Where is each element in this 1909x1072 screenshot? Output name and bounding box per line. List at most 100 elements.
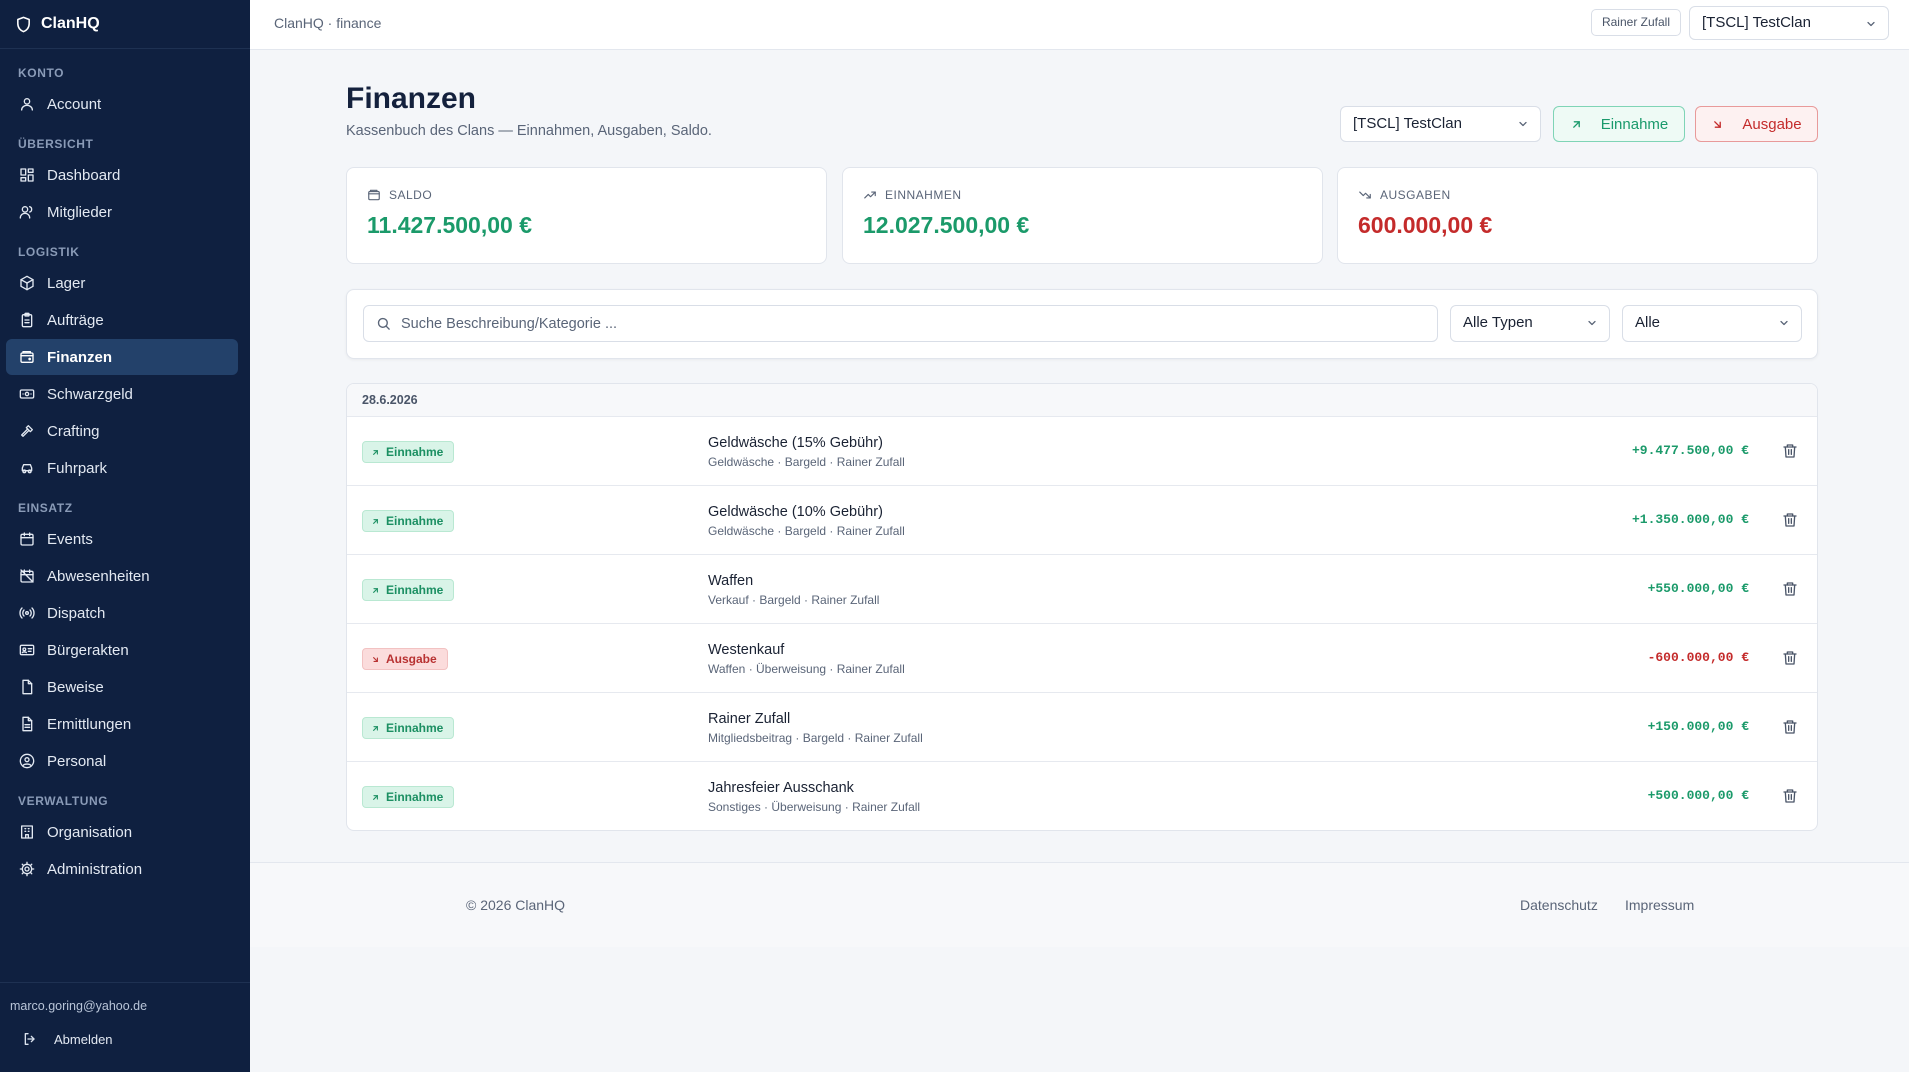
sidebar-item-buergerakten[interactable]: Bürgerakten <box>6 632 238 668</box>
sidebar-item-administration[interactable]: Administration <box>6 851 238 887</box>
saldo-label-row: SALDO <box>367 188 432 202</box>
sidebar-item-account[interactable]: Account <box>6 86 238 122</box>
sidebar-item-label: Dashboard <box>47 166 121 184</box>
entry-description: Geldwäsche (15% Gebühr) <box>708 435 883 451</box>
trash-icon[interactable] <box>1782 787 1798 805</box>
user-chip[interactable]: Rainer Zufall <box>1590 9 1681 36</box>
file-icon <box>22 679 33 695</box>
type-badge: Einnahme <box>362 441 455 463</box>
sidebar-item-schwarzgeld[interactable]: Schwarzgeld <box>6 376 238 412</box>
id-card-icon <box>19 644 35 656</box>
entry-meta: Mitgliedsbeitrag · Bargeld · Rainer Zufa… <box>708 731 923 745</box>
trending-up-icon <box>864 191 876 199</box>
calendar-icon <box>20 532 34 546</box>
privacy-link[interactable]: Datenschutz <box>1520 897 1598 913</box>
sidebar-item-label: Ermittlungen <box>47 715 132 733</box>
sidebar-item-auftraege[interactable]: Aufträge <box>6 302 238 338</box>
sidebar-item-label: Bürgerakten <box>47 641 129 659</box>
entry-amount: -600.000,00 € <box>1647 650 1749 665</box>
search-box[interactable] <box>363 305 1438 342</box>
type-badge-label: Ausgabe <box>386 652 437 666</box>
clan-select[interactable]: [TSCL] TestClan <box>1340 106 1541 142</box>
sidebar-item-events[interactable]: Events <box>6 521 238 557</box>
sidebar-item-label: Personal <box>47 752 107 770</box>
sidebar-item-organisation[interactable]: Organisation <box>6 814 238 850</box>
entry-description: Jahresfeier Ausschank <box>708 780 854 796</box>
trash-icon[interactable] <box>1782 649 1798 667</box>
sidebar-item-label: Mitglieder <box>47 203 113 221</box>
type-badge: Ausgabe <box>362 648 448 670</box>
trash-icon[interactable] <box>1782 442 1798 460</box>
arrow-down-right-icon <box>1714 120 1722 128</box>
car-icon <box>21 464 33 474</box>
user-email: marco.goring@yahoo.de <box>10 999 148 1013</box>
sidebar-item-label: Aufträge <box>47 311 104 329</box>
logout-label: Abmelden <box>54 1031 113 1047</box>
table-row: Einnahme Geldwäsche (10% Gebühr) Geldwäs… <box>347 486 1817 555</box>
sidebar-item-label: Abwesenheiten <box>47 567 150 585</box>
sidebar-item-ermittlungen[interactable]: Ermittlungen <box>6 706 238 742</box>
search-icon <box>377 317 390 330</box>
entry-amount: +150.000,00 € <box>1647 719 1749 734</box>
type-badge: Einnahme <box>362 510 455 532</box>
clan-select-value: [TSCL] TestClan <box>1353 115 1462 132</box>
brand-name: ClanHQ <box>41 15 100 32</box>
gear-icon <box>19 861 35 877</box>
type-filter-select[interactable]: Alle Typen <box>1450 305 1610 342</box>
entry-meta: Sonstiges · Überweisung · Rainer Zufall <box>708 800 921 814</box>
table-row: Einnahme Jahresfeier Ausschank Sonstiges… <box>347 762 1817 830</box>
sidebar-item-crafting[interactable]: Crafting <box>6 413 238 449</box>
brand[interactable]: ClanHQ <box>0 0 250 49</box>
sidebar-item-mitglieder[interactable]: Mitglieder <box>6 194 238 230</box>
clipboard-icon <box>21 312 33 328</box>
search-input[interactable] <box>401 315 1401 332</box>
arrow-up-right-icon <box>373 518 378 524</box>
sidebar-item-lager[interactable]: Lager <box>6 265 238 301</box>
trash-icon[interactable] <box>1782 718 1798 736</box>
sidebar-item-finanzen[interactable]: Finanzen <box>6 339 238 375</box>
add-income-label: Einnahme <box>1600 115 1669 133</box>
radio-icon <box>19 607 35 619</box>
banknote-icon <box>19 389 35 399</box>
logout-button[interactable]: Abmelden <box>0 1013 250 1047</box>
sidebar-item-beweise[interactable]: Beweise <box>6 669 238 705</box>
sidebar-item-dashboard[interactable]: Dashboard <box>6 157 238 193</box>
nav-section-title: KONTO <box>18 66 65 80</box>
saldo-card: SALDO 11.427.500,00 € <box>346 167 827 264</box>
entry-description: Rainer Zufall <box>708 711 791 727</box>
hammer-icon <box>21 425 33 437</box>
arrow-up-right-icon <box>373 725 378 731</box>
add-expense-button[interactable]: Ausgabe <box>1695 106 1818 142</box>
sidebar-nav: KONTO Account ÜBERSICHT Dashboard Mitglieder… <box>0 49 250 887</box>
sidebar-item-label: Finanzen <box>47 348 113 366</box>
chevron-down-icon <box>1780 320 1788 326</box>
nav-section-title: VERWALTUNG <box>18 794 109 808</box>
sidebar-item-personal[interactable]: Personal <box>6 743 238 779</box>
trash-icon[interactable] <box>1782 580 1798 598</box>
sidebar-item-abwesenheiten[interactable]: Abwesenheiten <box>6 558 238 594</box>
table-row: Einnahme Rainer Zufall Mitgliedsbeitrag … <box>347 693 1817 762</box>
footer: © 2026 ClanHQ Datenschutz Impressum <box>250 862 1909 947</box>
nav-section-title: LOGISTIK <box>18 245 80 259</box>
wallet-icon <box>20 351 34 363</box>
expense-value: 600.000,00 € <box>1358 212 1493 238</box>
arrow-up-right-icon <box>373 449 378 455</box>
type-badge: Einnahme <box>362 579 455 601</box>
sidebar-footer: marco.goring@yahoo.de Abmelden <box>0 982 250 1072</box>
sidebar-item-label: Schwarzgeld <box>47 385 133 403</box>
add-income-button[interactable]: Einnahme <box>1553 106 1685 142</box>
saldo-value: 11.427.500,00 € <box>367 212 532 238</box>
range-filter-select[interactable]: Alle <box>1622 305 1802 342</box>
clan-select-top[interactable]: [TSCL] TestClan <box>1689 6 1889 40</box>
entry-meta: Geldwäsche · Bargeld · Rainer Zufall <box>708 524 905 538</box>
sidebar-item-fuhrpark[interactable]: Fuhrpark <box>6 450 238 486</box>
arrow-up-right-icon <box>1572 120 1580 128</box>
breadcrumb: ClanHQ · finance <box>274 15 382 31</box>
trash-icon[interactable] <box>1782 511 1798 529</box>
expense-card: AUSGABEN 600.000,00 € <box>1337 167 1818 264</box>
sidebar-item-label: Organisation <box>47 823 133 841</box>
page-subtitle: Kassenbuch des Clans — Einnahmen, Ausgab… <box>346 123 712 139</box>
sidebar-item-dispatch[interactable]: Dispatch <box>6 595 238 631</box>
entry-meta: Verkauf · Bargeld · Rainer Zufall <box>708 593 880 607</box>
imprint-link[interactable]: Impressum <box>1625 897 1695 913</box>
